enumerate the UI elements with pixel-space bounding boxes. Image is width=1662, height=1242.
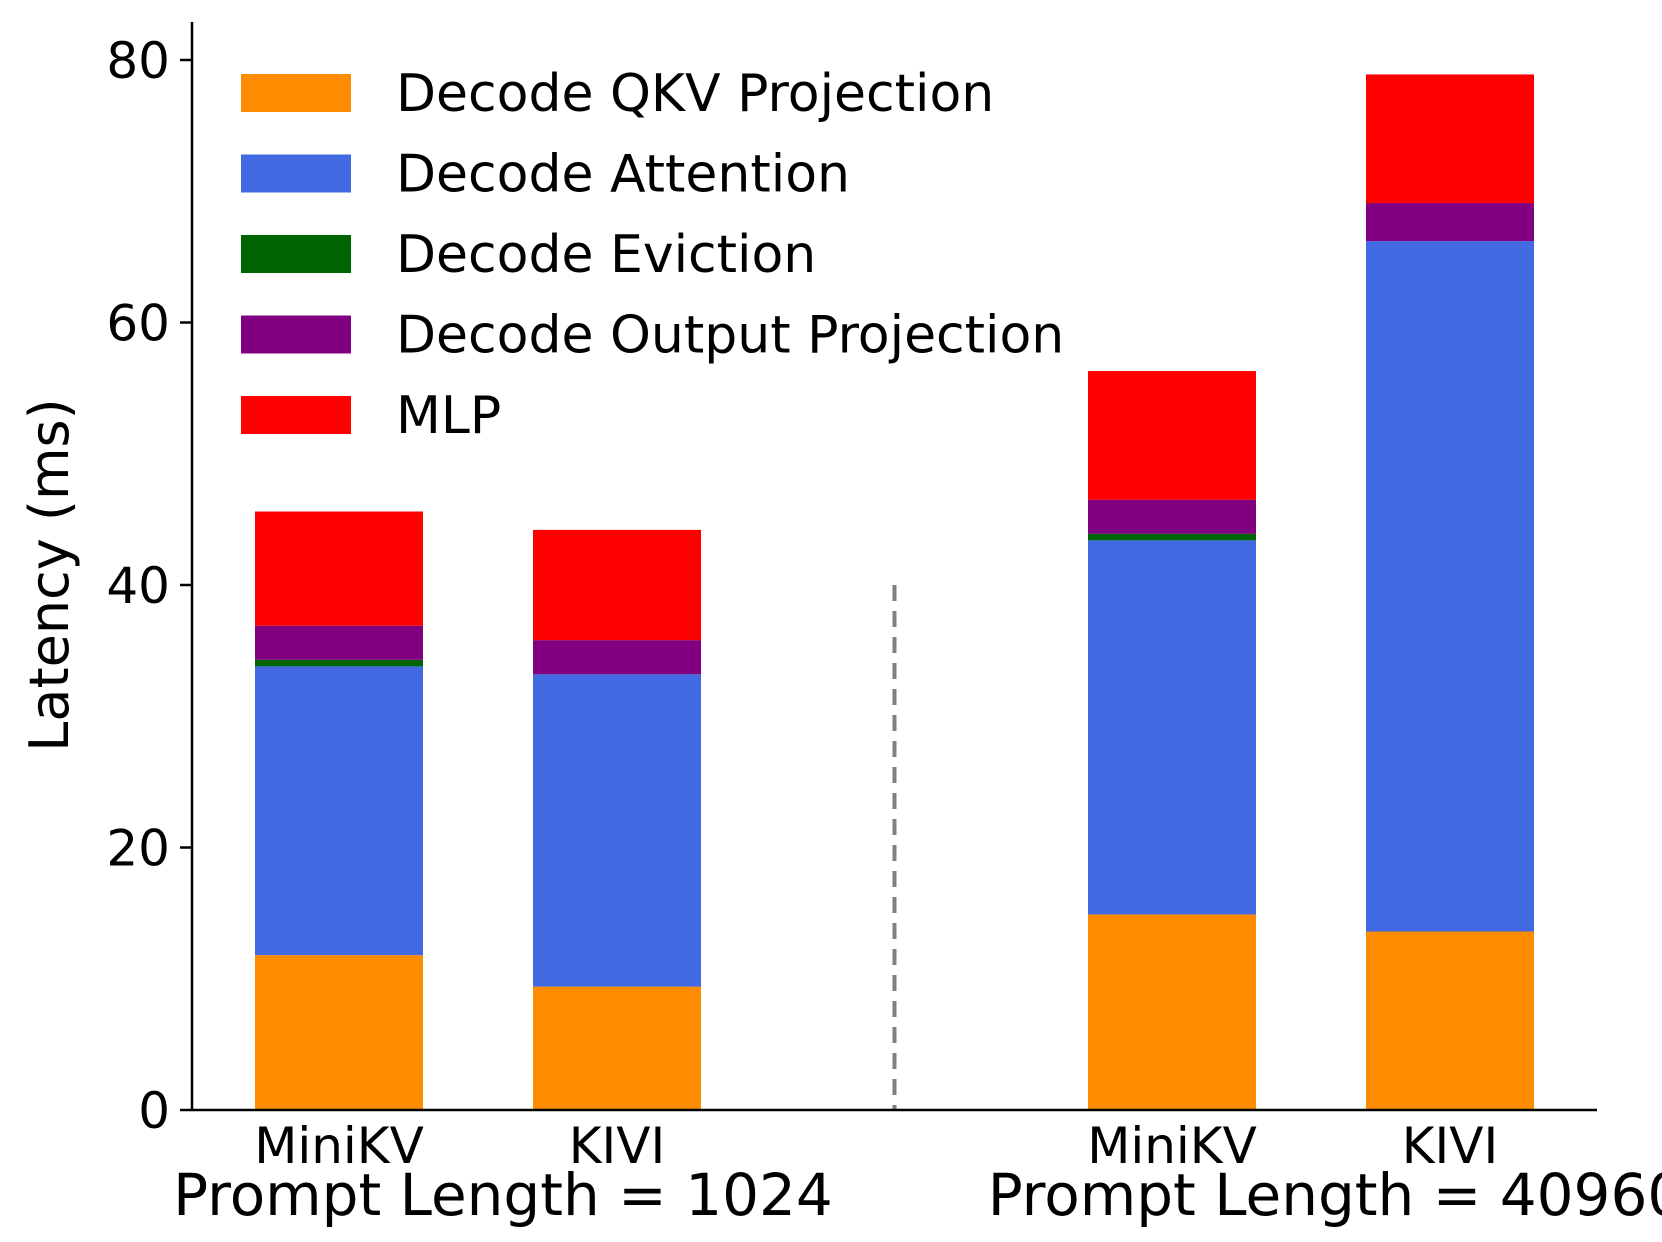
x-category-labels: MiniKV KIVI MiniKV KIVI xyxy=(254,1117,1498,1175)
bar-1-decode-output-projection xyxy=(255,625,423,660)
legend-label: Decode Output Projection xyxy=(396,306,1064,366)
axes-layer xyxy=(190,22,1597,1112)
y-axis-label: Latency (ms) xyxy=(18,398,81,751)
bar-4-mlp xyxy=(1366,74,1534,204)
legend-label: Decode Attention xyxy=(396,145,850,205)
x-category-label: MiniKV xyxy=(254,1117,424,1175)
legend-swatch xyxy=(241,235,351,273)
y-tick-label: 40 xyxy=(106,557,170,615)
y-tick-label: 20 xyxy=(106,820,170,878)
legend-label: Decode Eviction xyxy=(396,225,816,285)
x-category-label: MiniKV xyxy=(1087,1117,1257,1175)
group-label: Prompt Length = 40960 xyxy=(988,1161,1662,1229)
y-tick-label: 60 xyxy=(106,295,170,353)
legend-swatch xyxy=(241,315,351,354)
y-tick-label: 80 xyxy=(106,32,170,90)
legend-swatch xyxy=(241,74,351,112)
group-labels: Prompt Length = 1024 Prompt Length = 4096… xyxy=(173,1161,1662,1229)
bars-layer xyxy=(255,74,1534,1110)
bar-3-decode-output-projection xyxy=(1088,499,1256,534)
bar-4-decode-attention xyxy=(1366,241,1534,932)
bar-2-decode-attention xyxy=(533,674,701,987)
bar-3-mlp xyxy=(1088,371,1256,500)
bar-3-decode-eviction xyxy=(1088,533,1256,541)
legend-label: Decode QKV Projection xyxy=(396,64,994,124)
bar-2-decode-qkv-projection xyxy=(533,986,701,1110)
bar-3-decode-attention xyxy=(1088,540,1256,915)
legend-swatch xyxy=(241,396,351,434)
group-label: Prompt Length = 1024 xyxy=(173,1161,833,1229)
bar-1-decode-qkv-projection xyxy=(255,955,423,1110)
y-ticks: 0 20 40 60 80 xyxy=(106,32,192,1140)
bar-4-decode-qkv-projection xyxy=(1366,931,1534,1110)
bar-4-decode-output-projection xyxy=(1366,203,1534,242)
x-category-label: KIVI xyxy=(569,1117,665,1175)
legend-swatch xyxy=(241,154,351,193)
x-category-label: KIVI xyxy=(1402,1117,1498,1175)
bar-1-mlp xyxy=(255,511,423,626)
y-tick-label: 0 xyxy=(138,1082,170,1140)
legend: Decode QKV Projection Decode Attention Dec… xyxy=(241,64,1064,446)
legend-label: MLP xyxy=(396,386,501,446)
bar-1-decode-attention xyxy=(255,666,423,956)
bar-2-mlp xyxy=(533,529,701,641)
bar-1-decode-eviction xyxy=(255,659,423,667)
bar-2-decode-output-projection xyxy=(533,640,701,675)
bar-3-decode-qkv-projection xyxy=(1088,914,1256,1110)
